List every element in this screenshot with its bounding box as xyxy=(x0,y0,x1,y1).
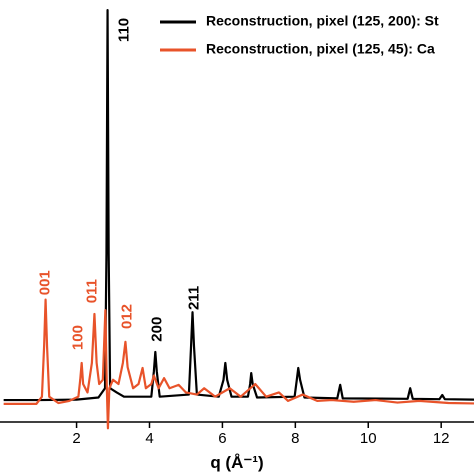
x-tick-label: 10 xyxy=(360,430,377,447)
peak-label: 200 xyxy=(148,317,165,342)
series-line xyxy=(3,298,474,430)
legend-label: Reconstruction, pixel (125, 200): St xyxy=(206,13,439,29)
peak-label: 001 xyxy=(37,270,54,295)
peak-label: 110 xyxy=(116,18,133,42)
peak-label: 100 xyxy=(69,325,86,350)
peak-label: 011 xyxy=(84,279,101,303)
x-tick-label: 2 xyxy=(72,430,80,447)
x-axis-label: q (Å⁻¹) xyxy=(210,453,263,472)
peak-label: 012 xyxy=(119,304,136,329)
legend-label: Reconstruction, pixel (125, 45): Ca xyxy=(206,41,435,57)
x-tick-label: 4 xyxy=(145,430,153,447)
x-tick-label: 6 xyxy=(218,430,226,447)
series-line xyxy=(3,9,474,402)
peak-label: 211 xyxy=(185,286,202,310)
x-tick-label: 12 xyxy=(433,430,450,447)
x-tick-label: 8 xyxy=(291,430,299,447)
